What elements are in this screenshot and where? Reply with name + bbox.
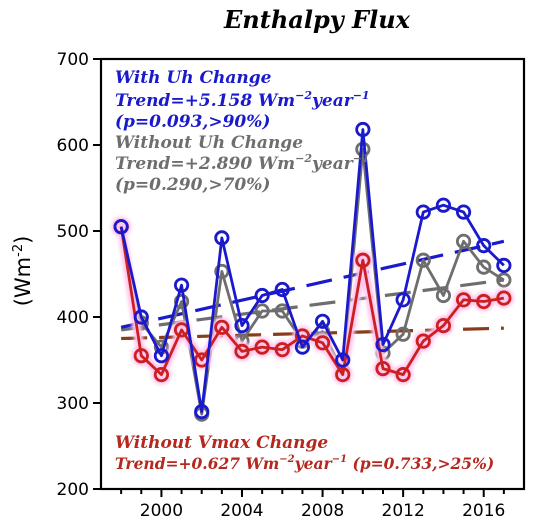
point-with_uh-2015 bbox=[455, 204, 472, 220]
point-without_vmax-2010 bbox=[355, 252, 371, 268]
chart-title: Enthalpy Flux bbox=[223, 5, 411, 34]
annotation-with-uh: With Uh Change Trend=+5.158 Wm−2year−1 (… bbox=[115, 68, 370, 132]
y-tick-label-500: 500 bbox=[57, 222, 89, 242]
point-without_vmax-2000 bbox=[153, 367, 170, 383]
series-line-with_uh bbox=[119, 128, 505, 414]
point-without_vmax-2013 bbox=[415, 333, 431, 349]
svg-text:(Wm-2): (Wm-2) bbox=[11, 236, 35, 307]
x-tick-label-2000: 2000 bbox=[140, 501, 183, 521]
y-axis-label: (Wm-2) bbox=[11, 236, 35, 307]
plot-frame bbox=[99, 57, 526, 491]
point-without_vmax-2004 bbox=[234, 343, 250, 359]
point-with_uh-2001 bbox=[173, 277, 190, 293]
point-with_uh-2003 bbox=[214, 230, 230, 246]
y-tick-label-300: 300 bbox=[57, 394, 89, 414]
halo-without_vmax bbox=[111, 216, 514, 385]
point-with_uh-2006 bbox=[274, 281, 290, 298]
y-tick-label-400: 400 bbox=[57, 308, 89, 328]
point-without_uh-2012 bbox=[395, 326, 411, 342]
point-without_uh-2015 bbox=[455, 233, 472, 249]
point-without_vmax-2011 bbox=[375, 360, 391, 377]
point-with_uh-2016 bbox=[476, 238, 492, 254]
point-without_uh-2001 bbox=[173, 293, 190, 310]
point-with_uh-1998 bbox=[113, 219, 129, 235]
point-with_uh-2013 bbox=[415, 204, 431, 220]
point-without_uh-2017 bbox=[496, 272, 512, 288]
annotation-without-vmax: Without Vmax Change Trend=+0.627 Wm−2yea… bbox=[115, 433, 494, 473]
label-with-uh: With Uh Change bbox=[115, 68, 272, 88]
point-with_uh-2009 bbox=[335, 352, 351, 368]
trend-with-uh: Trend=+5.158 Wm−2year−1 bbox=[115, 89, 370, 111]
trend-line-with_uh bbox=[120, 239, 505, 329]
point-with_uh-2008 bbox=[314, 313, 331, 329]
trend-without-vmax: Trend=+0.627 Wm−2year−1 (p=0.733,>25%) bbox=[115, 454, 494, 473]
y-axis-label-close: ) bbox=[11, 236, 35, 244]
point-without_vmax-2005 bbox=[254, 339, 270, 355]
point-without_uh-2016 bbox=[476, 259, 492, 275]
point-without_vmax-2003 bbox=[214, 319, 230, 335]
y-tick-label-700: 700 bbox=[57, 50, 89, 70]
point-without_vmax-2014 bbox=[435, 317, 452, 334]
point-without_vmax-2006 bbox=[274, 342, 290, 358]
point-with_uh-2007 bbox=[294, 339, 311, 355]
point-without_uh-2003 bbox=[214, 263, 230, 280]
point-with_uh-2004 bbox=[234, 317, 250, 334]
point-with_uh-1999 bbox=[133, 309, 149, 325]
x-tick-label-2004: 2004 bbox=[220, 501, 263, 521]
y-axis-label-text: (Wm bbox=[11, 257, 35, 306]
label-without-uh: Without Uh Change bbox=[115, 133, 303, 153]
point-without_uh-2005 bbox=[254, 303, 270, 319]
point-without_vmax-2017 bbox=[496, 290, 512, 306]
point-with_uh-2011 bbox=[375, 336, 391, 353]
x-tick-label-2016: 2016 bbox=[462, 501, 505, 521]
point-without_vmax-2016 bbox=[476, 293, 492, 310]
point-without_vmax-1999 bbox=[133, 348, 149, 364]
y-tick-label-600: 600 bbox=[57, 136, 89, 156]
y-tick-label-200: 200 bbox=[57, 480, 89, 500]
point-with_uh-2010 bbox=[355, 121, 371, 138]
annotation-without-uh: Without Uh Change Trend=+2.890 Wm−2year−… bbox=[115, 133, 370, 195]
x-tick-label-2008: 2008 bbox=[301, 501, 344, 521]
point-without_vmax-2008 bbox=[314, 335, 331, 351]
point-with_uh-2017 bbox=[496, 257, 512, 273]
point-without_vmax-2012 bbox=[395, 367, 411, 383]
point-with_uh-2002 bbox=[194, 403, 210, 420]
point-with_uh-2014 bbox=[435, 197, 452, 213]
point-with_uh-2012 bbox=[395, 292, 411, 308]
y-axis-label-sup: -2 bbox=[11, 244, 26, 257]
point-without_vmax-2015 bbox=[455, 292, 472, 308]
pvalue-with-uh: (p=0.093,>90%) bbox=[115, 112, 270, 132]
label-without-vmax: Without Vmax Change bbox=[115, 433, 328, 453]
trend-without-uh: Trend=+2.890 Wm−2year−1 bbox=[115, 152, 370, 174]
point-without_vmax-2009 bbox=[335, 367, 351, 383]
series-layer bbox=[111, 121, 514, 422]
axis-ticks: 200 300 400 500 600 700 2000 2004 2008 2012 2016 bbox=[57, 50, 506, 521]
point-with_uh-2000 bbox=[153, 348, 170, 364]
point-without_uh-2014 bbox=[435, 287, 452, 304]
point-without_uh-2013 bbox=[415, 252, 431, 268]
point-with_uh-2005 bbox=[254, 287, 270, 304]
x-tick-label-2012: 2012 bbox=[382, 501, 425, 521]
pvalue-without-uh: (p=0.290,>70%) bbox=[115, 175, 270, 195]
